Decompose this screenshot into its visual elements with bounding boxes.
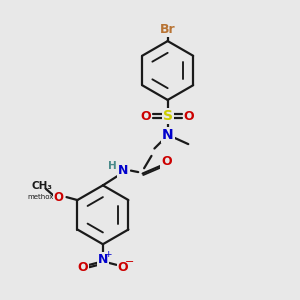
- Text: O: O: [54, 190, 64, 204]
- Text: Br: Br: [160, 23, 176, 36]
- Text: +: +: [104, 250, 112, 259]
- Text: O: O: [118, 261, 128, 274]
- Text: S: S: [163, 109, 173, 123]
- Text: CH₃: CH₃: [32, 181, 52, 191]
- Text: N: N: [118, 164, 129, 177]
- Text: N: N: [98, 253, 108, 266]
- Text: H: H: [108, 161, 117, 171]
- Text: O: O: [184, 110, 194, 123]
- Text: methoxy: methoxy: [28, 194, 58, 200]
- Text: O: O: [161, 155, 172, 168]
- Text: O: O: [78, 261, 88, 274]
- Text: O: O: [141, 110, 152, 123]
- Text: −: −: [125, 257, 134, 268]
- Text: N: N: [162, 128, 173, 142]
